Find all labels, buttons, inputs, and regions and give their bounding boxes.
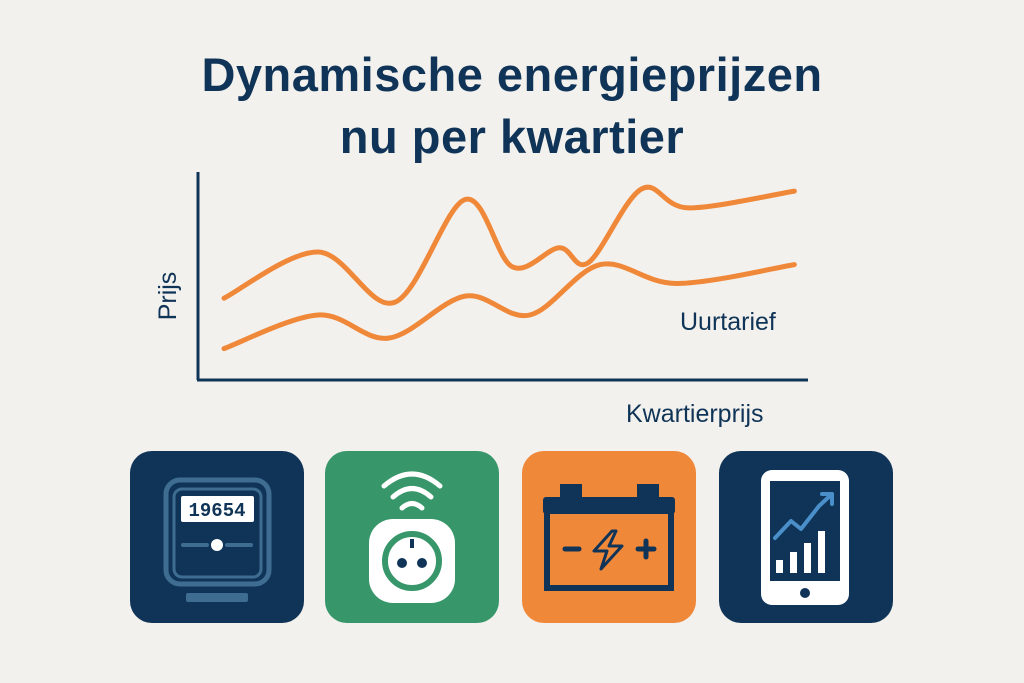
x-axis-label: Kwartierprijs [626, 400, 764, 428]
battery-icon [522, 451, 696, 623]
smartphone-chart-icon [719, 451, 893, 623]
title-line-2: nu per kwartier [339, 110, 685, 163]
series-line-main [221, 184, 797, 306]
smartphone-chart-tile [719, 451, 893, 623]
series-line-uurtarief [221, 261, 797, 352]
title-line-1: Dynamische energieprijzen [201, 48, 823, 101]
page-title: Dynamische energieprijzen nu per kwartie… [0, 44, 1024, 168]
smart-plug-icon [325, 451, 499, 623]
price-chart: Prijs Uurtarief Kwartierprijs [154, 172, 808, 428]
energy-meter-tile: 19654 [130, 451, 304, 623]
battery-tile [522, 451, 696, 623]
y-axis-label: Prijs [154, 272, 182, 321]
series-label-uurtarief: Uurtarief [680, 308, 776, 336]
smart-plug-tile [325, 451, 499, 623]
energy-meter-icon: 19654 [130, 451, 304, 623]
meter-reading: 19654 [188, 500, 245, 522]
